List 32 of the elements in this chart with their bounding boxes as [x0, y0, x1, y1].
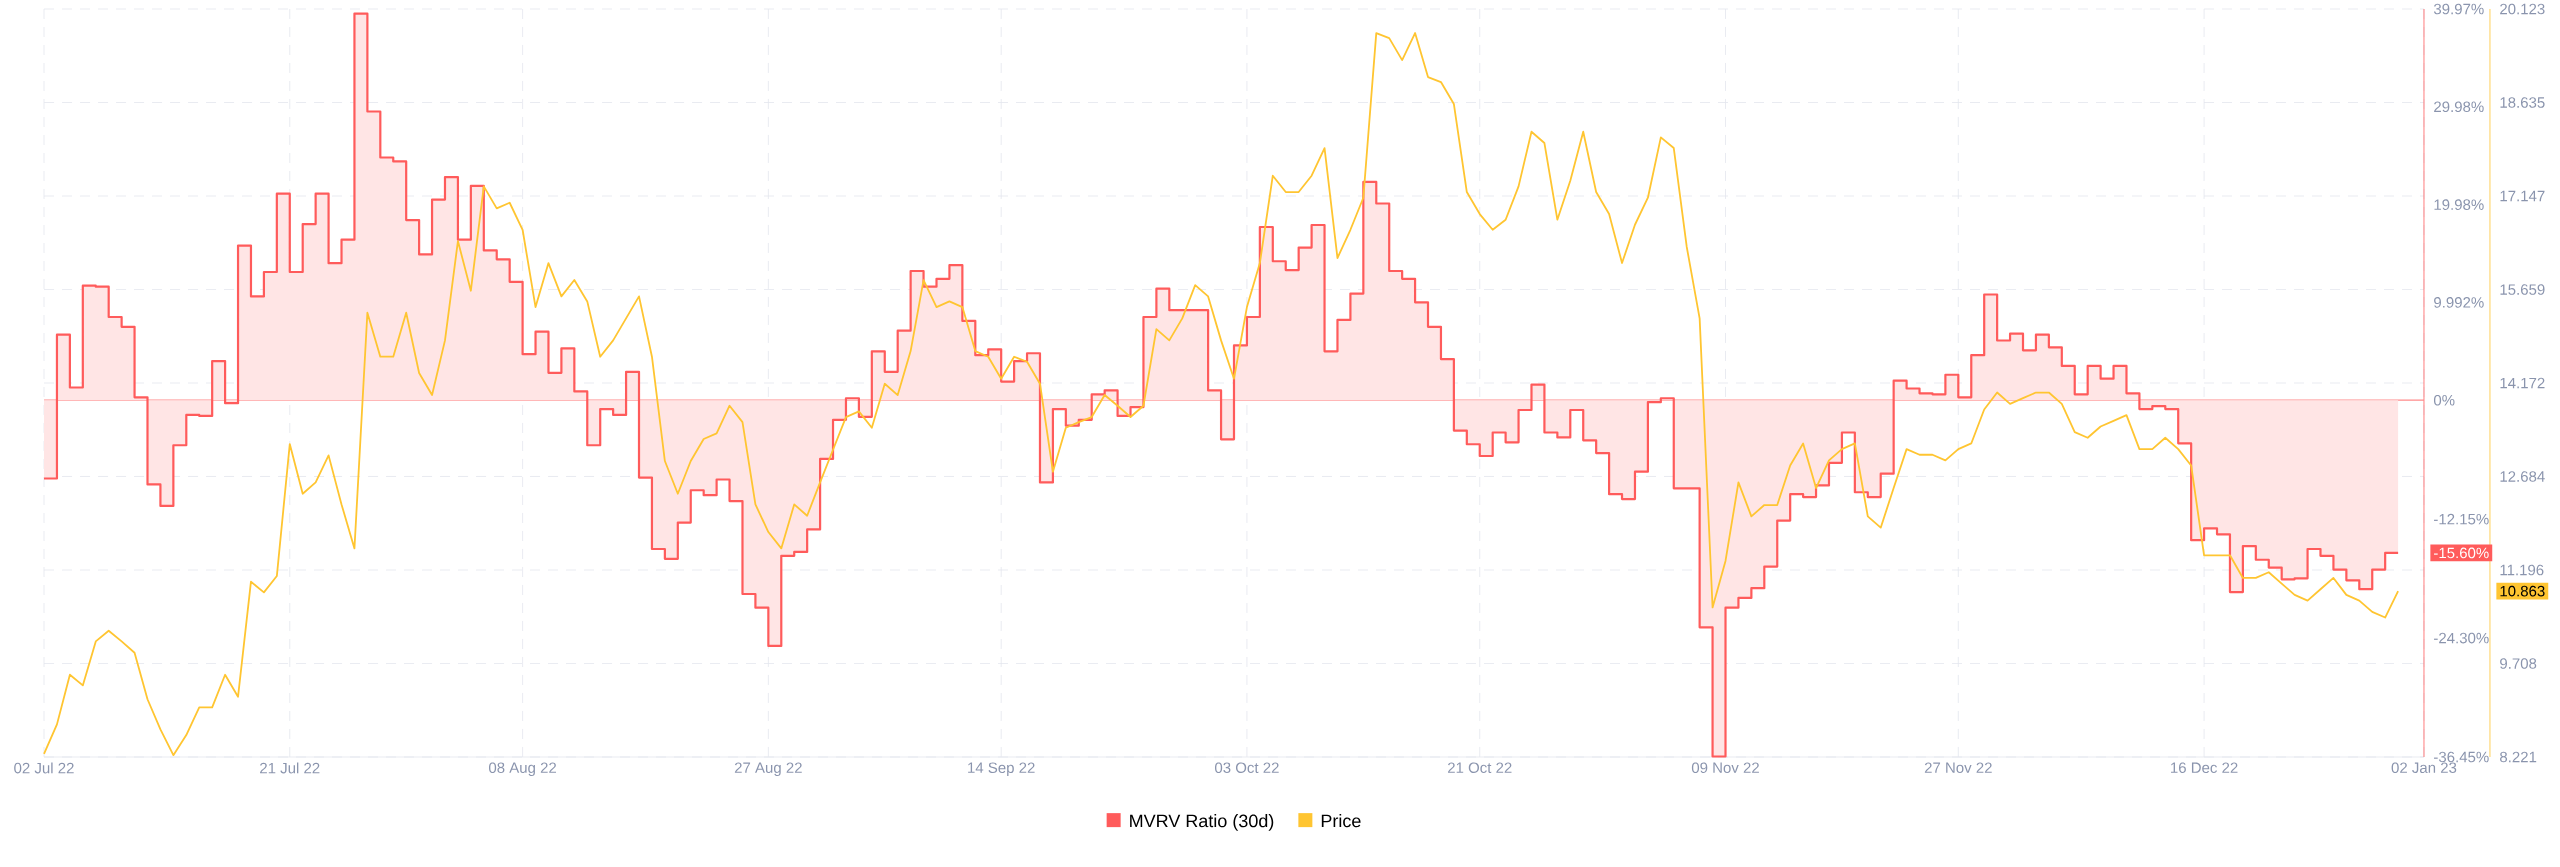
x-tick-label: 27 Aug 22: [734, 762, 802, 776]
x-tick-label: 27 Nov 22: [1924, 762, 1992, 774]
y-tick-label: -12.15%: [2434, 513, 2489, 525]
y2-tick-label: 9.708: [2500, 658, 2537, 669]
y-tick-label: 19.98%: [2434, 199, 2484, 210]
y2-tick-label: 17.147: [2500, 190, 2545, 202]
y-tick-label: 0%: [2433, 394, 2455, 406]
x-tick-label: 21 Jul 22: [260, 762, 320, 774]
y-tick-label: 9.992%: [2434, 297, 2484, 308]
y-tick-label: -24.30%: [2434, 632, 2489, 644]
x-tick-label: 21 Oct 22: [1447, 762, 1512, 774]
y2-tick-label: 11.196: [2500, 564, 2544, 576]
text: -15.60%: [2434, 547, 2489, 559]
y2-tick-label: 18.635: [2500, 97, 2545, 108]
x-tick-label: 14 Sep 22: [968, 762, 1035, 776]
x-tick-label: 02 Jul 22: [14, 762, 74, 774]
y2-tick-label: 20.123: [2500, 3, 2545, 15]
x-tick-label: 09 Nov 22: [1691, 762, 1759, 774]
y2-tick-label: 15.659: [2500, 284, 2545, 295]
y-tick-label: 39.97%: [2433, 3, 2484, 15]
x-tick-label: 03 Oct 22: [1215, 762, 1279, 774]
legend-label: MVRV Ratio (30d): [1130, 814, 1274, 831]
x-tick-label: 08 Aug 22: [489, 762, 557, 776]
legend-label: Price: [1321, 814, 1361, 828]
y2-tick-label: 8.221: [2500, 751, 2537, 763]
text: 10.863: [2500, 585, 2545, 597]
x-tick-label: 02 Jan 23: [2391, 762, 2457, 774]
y2-tick-label: 12.684: [2500, 471, 2545, 482]
y-tick-label: -36.45%: [2434, 751, 2489, 763]
y-tick-label: 29.98%: [2434, 101, 2484, 113]
y2-tick-label: 14.172: [2500, 377, 2545, 389]
x-tick-label: 16 Dec 22: [2171, 762, 2238, 774]
